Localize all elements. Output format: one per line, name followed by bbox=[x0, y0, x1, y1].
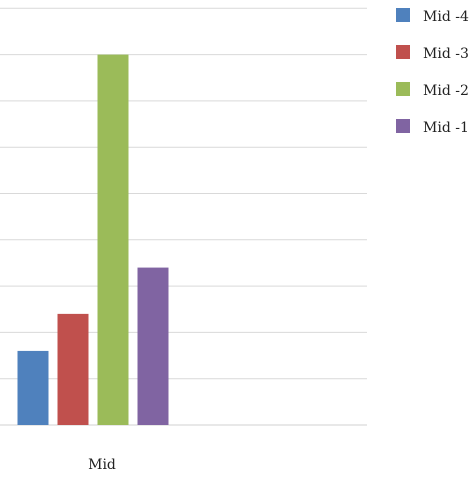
gridlines bbox=[0, 7, 367, 426]
legend-swatch bbox=[396, 82, 410, 96]
legend-label: Mid -3 bbox=[423, 46, 469, 62]
bars bbox=[17, 54, 169, 425]
x-tick-labels: Mid bbox=[88, 457, 116, 473]
legend-swatch bbox=[396, 8, 410, 22]
legend-label: Mid -4 bbox=[423, 9, 469, 25]
bar-mid-3 bbox=[57, 313, 89, 425]
legend: Mid -4 Mid -3 Mid -2 Mid -1 bbox=[396, 8, 469, 136]
legend-swatch bbox=[396, 45, 410, 59]
legend-label: Mid -2 bbox=[423, 83, 469, 99]
bar-mid-1 bbox=[137, 267, 169, 425]
legend-label: Mid -1 bbox=[423, 120, 469, 136]
x-tick-label: Mid bbox=[88, 457, 116, 473]
legend-swatch bbox=[396, 119, 410, 133]
bar-mid-4 bbox=[17, 350, 49, 425]
bar-mid-2 bbox=[97, 54, 129, 425]
